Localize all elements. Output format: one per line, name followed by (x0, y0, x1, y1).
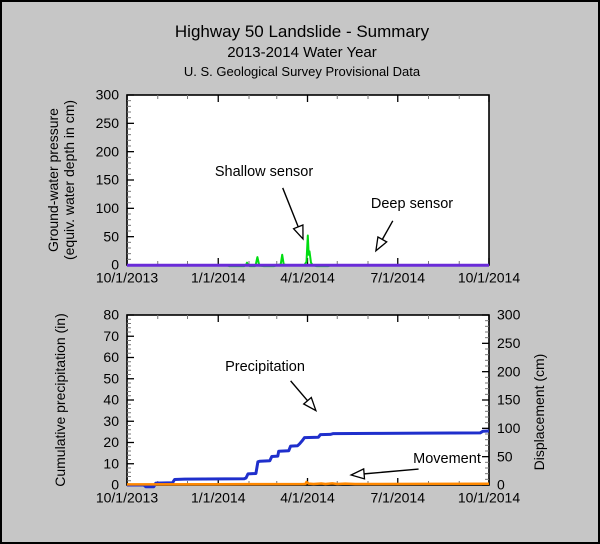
y-tick-label: 100 (96, 200, 120, 216)
ylabel-groundwater-line1: Ground-water pressure (45, 108, 61, 252)
series-precipitation (127, 429, 490, 489)
y-tick-label: 150 (96, 172, 120, 188)
annotation-arrowhead (375, 235, 388, 253)
y2-tick-label: 200 (497, 363, 521, 379)
y-tick-label: 0 (111, 477, 119, 493)
x-tick-label: 1/1/2014 (191, 489, 246, 505)
x-tick-label: 10/1/2014 (458, 489, 520, 505)
x-tick-label: 10/1/2014 (458, 269, 520, 285)
annotation-shallow-sensor: Shallow sensor (214, 164, 314, 180)
x-tick-label: 7/1/2014 (371, 269, 426, 285)
y-tick-label: 60 (103, 349, 119, 365)
y2-tick-label: 150 (497, 392, 521, 408)
annotation-precipitation: Precipitation (225, 359, 305, 375)
y-tick-label: 70 (103, 328, 119, 344)
y2-tick-label: 50 (497, 448, 513, 464)
x-tick-label: 4/1/2014 (280, 269, 335, 285)
annotation-deep-sensor: Deep sensor (370, 196, 454, 212)
ylabel-displacement: Displacement (cm) (531, 353, 547, 471)
annotation-arrowhead (349, 467, 366, 480)
y2-tick-label: 100 (497, 420, 521, 436)
y2-tick-label: 300 (497, 307, 521, 323)
series-movement (126, 480, 490, 486)
x-tick-label: 4/1/2014 (280, 489, 335, 505)
y-tick-label: 50 (103, 370, 119, 386)
chart-0: 10/1/2013 1/1/2014 4/1/2014 7/1/2014 10/1/20… (96, 87, 521, 286)
ylabel-groundwater-line2: (equiv. water depth in cm) (61, 99, 77, 261)
annotation-arrowhead (302, 396, 318, 412)
y-tick-label: 250 (96, 115, 120, 131)
x-tick-label: 10/1/2013 (96, 269, 158, 285)
x-tick-label: 1/1/2014 (191, 269, 246, 285)
ylabel-groundwater-pressure: Ground-water pressure (equiv. water dept… (45, 60, 77, 300)
annotation-arrowhead (292, 224, 304, 241)
y-tick-label: 20 (103, 434, 119, 450)
page-title: Highway 50 Landslide - Summary (174, 22, 430, 41)
y-tick-label: 30 (103, 413, 119, 429)
y2-tick-label: 250 (497, 335, 521, 351)
annotation-arrow-line (364, 468, 419, 475)
x-tick-label: 7/1/2014 (371, 489, 426, 505)
page-subtitle: 2013-2014 Water Year (227, 44, 377, 61)
annotation-movement: Movement (413, 451, 481, 467)
ylabel-cumulative-precipitation: Cumulative precipitation (in) (52, 313, 68, 487)
annotation-arrow-line (290, 380, 309, 402)
x-tick-label: 10/1/2013 (96, 489, 158, 505)
y-tick-label: 300 (96, 87, 120, 103)
y-tick-label: 0 (111, 257, 119, 273)
provisional-note: U. S. Geological Survey Provisional Data (183, 64, 421, 79)
annotation-arrow-line (381, 220, 394, 240)
y-tick-label: 80 (103, 307, 119, 323)
y-tick-label: 40 (103, 392, 119, 408)
y-tick-label: 10 (103, 455, 119, 471)
chart-1: 10/1/2013 1/1/2014 4/1/2014 7/1/2014 10/1/20… (96, 307, 521, 506)
y-tick-label: 200 (96, 143, 120, 159)
annotation-arrow-line (282, 187, 299, 228)
y2-tick-label: 0 (497, 477, 505, 493)
y-tick-label: 50 (103, 228, 119, 244)
